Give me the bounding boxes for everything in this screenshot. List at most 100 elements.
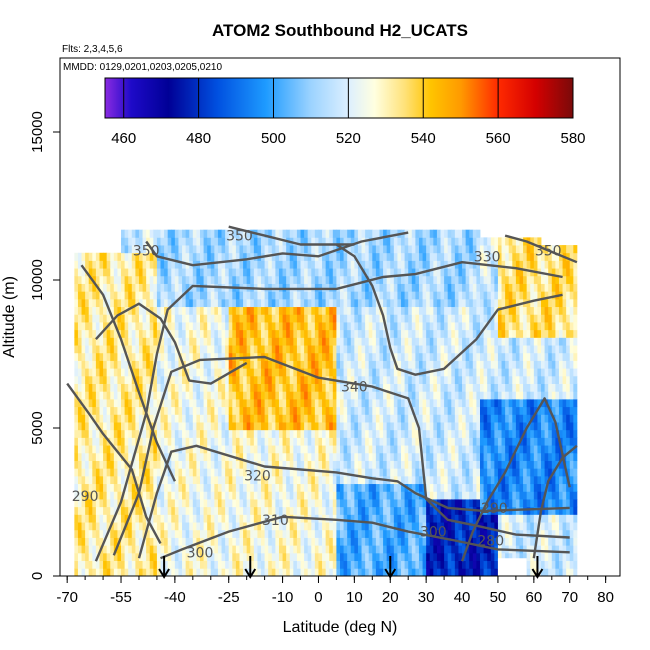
heatmap-cell <box>214 275 219 284</box>
heatmap-cell <box>243 468 248 477</box>
heatmap-cell <box>469 475 474 485</box>
heatmap-cell <box>372 268 377 277</box>
heatmap-cell <box>106 414 111 423</box>
heatmap-cell <box>436 452 441 461</box>
heatmap-cell <box>182 329 187 338</box>
heatmap-cell <box>103 568 108 576</box>
heatmap-cell <box>225 314 230 323</box>
heatmap-cell <box>196 452 201 461</box>
heatmap-cell <box>153 452 158 461</box>
heatmap-cell <box>365 491 370 500</box>
heatmap-cell <box>454 452 459 461</box>
heatmap-cell <box>124 252 129 261</box>
heatmap-cell <box>103 291 108 300</box>
heatmap-cell <box>131 314 136 323</box>
heatmap-cell <box>383 506 388 515</box>
heatmap-cell <box>386 291 391 300</box>
heatmap-cell <box>296 252 301 261</box>
heatmap-cell <box>153 514 158 523</box>
heatmap-cell <box>311 483 316 492</box>
heatmap-cell <box>124 398 129 408</box>
heatmap-cell <box>447 352 452 361</box>
heatmap-cell <box>401 475 406 485</box>
heatmap-cell <box>375 360 380 369</box>
heatmap-cell <box>296 322 301 331</box>
heatmap-cell <box>228 391 233 400</box>
heatmap-cell <box>397 437 402 446</box>
heatmap-cell <box>350 422 355 431</box>
heatmap-cell <box>88 545 93 554</box>
heatmap-cell <box>404 406 409 415</box>
heatmap-cell <box>167 429 172 438</box>
heatmap-cell <box>246 237 251 246</box>
heatmap-cell <box>189 291 194 300</box>
heatmap-cell <box>103 491 108 500</box>
heatmap-cell <box>149 475 154 485</box>
heatmap-cell <box>74 375 79 384</box>
heatmap-cell <box>458 445 463 454</box>
heatmap-cell <box>138 468 143 477</box>
heatmap-cell <box>124 414 129 423</box>
heatmap-cell <box>146 483 151 492</box>
heatmap-cell <box>221 360 226 369</box>
heatmap-cell <box>149 445 154 454</box>
heatmap-cell <box>426 552 431 562</box>
heatmap-cell <box>429 375 434 384</box>
heatmap-cell <box>171 245 176 254</box>
heatmap-cell <box>440 514 445 523</box>
heatmap-cell <box>253 491 258 500</box>
heatmap-cell <box>418 352 423 361</box>
heatmap-cell <box>465 499 470 508</box>
heatmap-cell <box>182 398 187 408</box>
heatmap-cell <box>311 491 316 500</box>
heatmap-cell <box>289 368 294 377</box>
heatmap-cell <box>372 314 377 323</box>
heatmap-cell <box>142 352 147 361</box>
heatmap-cell <box>128 560 133 569</box>
heatmap-cell <box>210 291 215 300</box>
heatmap-cell <box>332 352 337 361</box>
heatmap-cell <box>357 283 362 292</box>
heatmap-cell <box>289 383 294 392</box>
heatmap-cell <box>146 291 151 300</box>
heatmap-cell <box>289 275 294 284</box>
heatmap-cell <box>375 368 380 377</box>
heatmap-cell <box>135 275 140 284</box>
heatmap-cell <box>469 291 474 300</box>
heatmap-cell <box>117 298 122 308</box>
heatmap-cell <box>85 306 90 315</box>
heatmap-cell <box>426 291 431 300</box>
heatmap-cell <box>368 252 373 261</box>
heatmap-cell <box>192 329 197 338</box>
heatmap-cell <box>250 360 255 369</box>
heatmap-cell <box>300 460 305 469</box>
heatmap-cell <box>182 514 187 523</box>
heatmap-cell <box>454 375 459 384</box>
heatmap-cell <box>174 237 179 246</box>
heatmap-cell <box>121 522 126 531</box>
heatmap-cell <box>429 229 434 238</box>
heatmap-cell <box>462 275 467 284</box>
heatmap-cell <box>354 429 359 438</box>
heatmap-cell <box>343 414 348 423</box>
heatmap-cell <box>357 422 362 431</box>
heatmap-cell <box>390 560 395 569</box>
heatmap-cell <box>289 298 294 308</box>
heatmap-cell <box>271 275 276 284</box>
heatmap-cell <box>386 429 391 438</box>
heatmap-cell <box>375 522 380 531</box>
heatmap-cell <box>128 352 133 361</box>
heatmap-cell <box>81 306 86 315</box>
heatmap-cell <box>207 314 212 323</box>
heatmap-cell <box>164 237 169 246</box>
heatmap-cell <box>447 391 452 400</box>
heatmap-cell <box>85 291 90 300</box>
heatmap-cell <box>318 237 323 246</box>
heatmap-cell <box>336 360 341 369</box>
heatmap-cell <box>390 368 395 377</box>
heatmap-cell <box>411 245 416 254</box>
heatmap-cell <box>196 422 201 431</box>
heatmap-cell <box>164 245 169 254</box>
heatmap-cell <box>99 499 104 508</box>
heatmap-cell <box>361 398 366 408</box>
